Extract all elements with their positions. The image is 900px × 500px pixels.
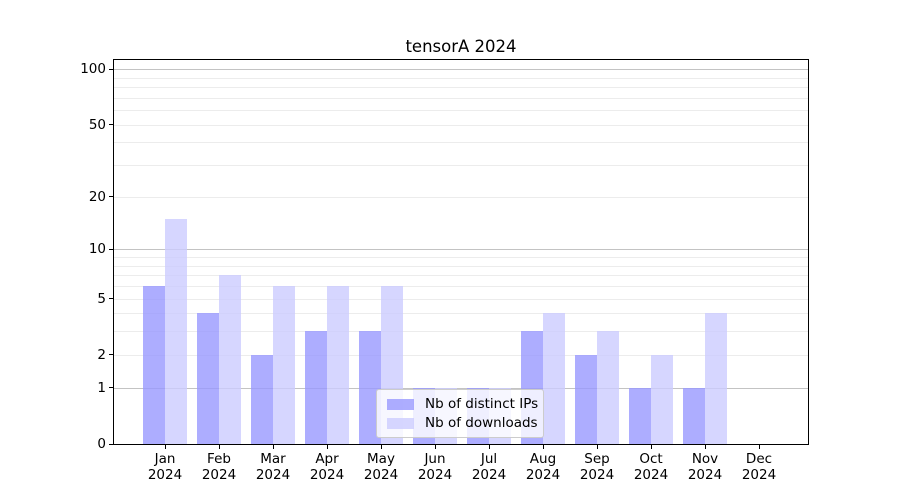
x-tick-mark-sep	[596, 445, 598, 449]
x-tick-label-may: May 2024	[363, 451, 399, 483]
bar-downloads-aug	[543, 313, 565, 444]
gridline-minor-9	[114, 257, 808, 258]
x-tick-mark-feb	[218, 445, 220, 449]
gridline-minor-50	[114, 124, 808, 126]
gridline-major-10	[114, 249, 808, 251]
y-tick-mark-5	[109, 298, 113, 299]
bar-downloads-nov	[705, 313, 727, 444]
y-tick-mark-100	[109, 68, 113, 70]
x-tick-label-feb: Feb 2024	[201, 451, 237, 483]
bar-distinct-ips-oct	[629, 387, 651, 444]
x-tick-mark-may	[380, 445, 382, 449]
bar-distinct-ips-nov	[683, 387, 705, 444]
legend-swatch-distinct-ips	[387, 398, 414, 410]
y-tick-mark-1	[109, 387, 113, 389]
y-tick-mark-20	[109, 196, 113, 198]
gridline-minor-6	[114, 286, 808, 287]
legend: Nb of distinct IPs Nb of downloads	[376, 389, 544, 438]
x-tick-mark-oct	[650, 445, 652, 449]
y-tick-mark-10	[109, 248, 113, 250]
y-tick-label-10: 10	[88, 241, 106, 258]
y-tick-label-2: 2	[97, 346, 106, 363]
x-tick-mark-dec	[758, 445, 760, 449]
gridline-minor-60	[114, 110, 808, 112]
x-tick-label-nov: Nov 2024	[687, 451, 723, 483]
gridline-minor-7	[114, 275, 808, 277]
gridline-minor-3	[114, 331, 808, 333]
x-tick-mark-apr	[326, 445, 328, 449]
y-tick-label-5: 5	[97, 290, 106, 307]
x-tick-mark-jan	[164, 445, 166, 449]
y-tick-label-20: 20	[88, 188, 106, 205]
bar-downloads-sep	[597, 331, 619, 444]
bar-downloads-oct	[651, 354, 673, 444]
legend-label-distinct-ips: Nb of distinct IPs	[425, 396, 539, 412]
x-tick-label-sep: Sep 2024	[579, 451, 615, 483]
x-tick-mark-aug	[542, 445, 544, 449]
gridline-major-1	[114, 387, 808, 389]
bar-distinct-ips-mar	[251, 354, 273, 444]
x-tick-mark-mar	[272, 445, 274, 449]
legend-item-downloads: Nb of downloads	[387, 415, 538, 431]
bar-distinct-ips-sep	[575, 354, 597, 444]
y-tick-mark-0	[109, 443, 113, 445]
x-tick-label-jul: Jul 2024	[471, 451, 507, 483]
gridline-minor-20	[114, 196, 808, 198]
bar-distinct-ips-may	[359, 331, 381, 444]
bar-distinct-ips-jan	[143, 286, 165, 444]
gridline-minor-80	[114, 87, 808, 89]
bar-downloads-apr	[327, 286, 349, 444]
gridline-minor-40	[114, 142, 808, 144]
y-tick-mark-2	[109, 354, 113, 356]
y-tick-label-1: 1	[97, 379, 106, 396]
gridline-major-100	[114, 69, 808, 71]
x-tick-label-mar: Mar 2024	[255, 451, 291, 483]
x-tick-label-dec: Dec 2024	[741, 451, 777, 483]
bar-downloads-mar	[273, 286, 295, 444]
x-tick-label-aug: Aug 2024	[525, 451, 561, 483]
x-tick-label-apr: Apr 2024	[309, 451, 345, 483]
chart-title: tensorA 2024	[405, 37, 517, 56]
x-tick-label-jun: Jun 2024	[417, 451, 453, 483]
gridline-minor-2	[114, 354, 808, 356]
bar-distinct-ips-apr	[305, 331, 327, 444]
bar-downloads-feb	[219, 275, 241, 444]
bar-distinct-ips-feb	[197, 313, 219, 444]
y-tick-label-100: 100	[80, 61, 106, 78]
y-tick-mark-50	[109, 124, 113, 126]
gridline-minor-70	[114, 97, 808, 99]
y-tick-label-0: 0	[97, 436, 106, 452]
y-tick-label-50: 50	[88, 116, 106, 133]
bar-downloads-jan	[165, 218, 187, 444]
gridline-minor-4	[114, 313, 808, 315]
gridline-minor-90	[114, 77, 808, 79]
legend-item-distinct-ips: Nb of distinct IPs	[387, 396, 539, 412]
x-tick-label-oct: Oct 2024	[633, 451, 669, 483]
plot-area	[113, 59, 809, 445]
x-tick-mark-jun	[434, 445, 436, 449]
legend-label-downloads: Nb of downloads	[425, 415, 538, 431]
legend-swatch-downloads	[387, 417, 414, 429]
gridline-minor-5	[114, 298, 808, 300]
x-tick-mark-jul	[488, 445, 490, 449]
x-tick-mark-nov	[704, 445, 706, 449]
x-tick-label-jan: Jan 2024	[147, 451, 183, 483]
gridline-minor-8	[114, 265, 808, 267]
gridline-minor-30	[114, 165, 808, 167]
